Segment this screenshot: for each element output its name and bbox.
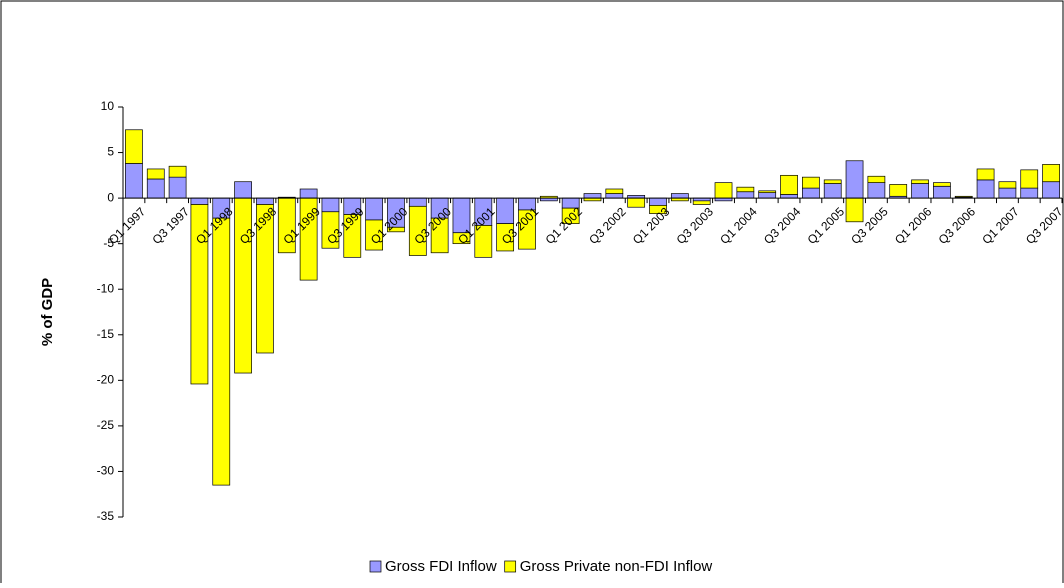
legend-swatch (504, 560, 517, 573)
bar-segment (780, 174, 798, 195)
bar-segment (976, 179, 995, 199)
bar-segment (168, 176, 187, 199)
bar-segment (1020, 169, 1039, 189)
bar-segment (1020, 187, 1039, 199)
bar-segment (1042, 181, 1060, 199)
bar-segment (256, 197, 274, 205)
y-tick-label: -5 (103, 236, 114, 250)
bar-segment (518, 209, 536, 250)
bar-segment (649, 197, 667, 206)
bar-segment (976, 168, 995, 181)
bar-segment (736, 186, 755, 193)
bar-segment (692, 200, 711, 205)
bar-segment (452, 232, 471, 245)
bar-segment (125, 129, 143, 164)
y-tick-label: 10 (101, 99, 115, 113)
bar-segment (714, 182, 733, 199)
bar-segment (299, 188, 318, 199)
bar-segment (605, 193, 624, 199)
y-tick-label: -25 (97, 418, 115, 432)
bar-segment (212, 217, 231, 486)
legend-swatch (369, 560, 382, 573)
bar-segment (1042, 164, 1060, 183)
bar-segment (845, 197, 864, 223)
bar-segment (430, 217, 449, 254)
bar-segment (889, 184, 908, 197)
bar-segment (954, 195, 973, 198)
bar-segment (627, 197, 646, 208)
bar-segment (911, 179, 929, 184)
bar-segment (736, 191, 755, 199)
bar-segment (605, 188, 624, 194)
bar-segment (802, 176, 820, 189)
bar-segment (234, 181, 252, 199)
bar-segment (321, 211, 340, 249)
bar-segment (823, 179, 842, 184)
bar-segment (343, 214, 362, 258)
bar-segment (321, 197, 340, 213)
bar-segment (998, 181, 1017, 189)
bar-segment (125, 163, 143, 199)
bar-segment (168, 165, 187, 178)
bar-segment (365, 197, 383, 221)
bar-segment (190, 204, 209, 385)
legend-label: Gross Private non-FDI Inflow (520, 558, 713, 575)
bar-segment (845, 160, 864, 199)
bar-segment (365, 219, 383, 251)
bar-segment (911, 183, 929, 199)
bar-segment (190, 197, 209, 205)
y-tick-label: 0 (107, 190, 114, 204)
bar-segment (408, 205, 427, 256)
bar-segment (649, 205, 667, 214)
bar-segment (583, 193, 602, 199)
bar-segment (933, 185, 951, 199)
bar-segment (758, 192, 777, 199)
bar-segment (670, 193, 689, 199)
y-tick-label: -10 (97, 281, 115, 295)
bar-segment (496, 197, 515, 224)
y-tick-label: -20 (97, 373, 115, 387)
bar-segment (758, 190, 777, 193)
bar-segment (496, 223, 515, 252)
bar-segment (823, 183, 842, 199)
bar-segment (146, 168, 165, 180)
bar-segment (146, 178, 165, 199)
y-tick-label: -15 (97, 327, 115, 341)
bar-segment (561, 207, 580, 224)
bar-segment (408, 197, 427, 207)
bar-segment (998, 187, 1017, 199)
bar-segment (474, 225, 493, 258)
bar-segment (867, 175, 886, 183)
bar-segment (933, 182, 951, 187)
bar-segment (802, 187, 820, 199)
bar-segment (387, 226, 405, 233)
bar-segment (256, 204, 274, 354)
y-tick-label: -30 (97, 464, 115, 478)
bar-segment (780, 194, 798, 199)
y-tick-label: -35 (97, 509, 115, 523)
y-axis-title: % of GDP (39, 278, 56, 346)
y-tick-label: 5 (107, 145, 114, 159)
bar-segment (867, 182, 886, 199)
legend-label: Gross FDI Inflow (385, 558, 497, 575)
